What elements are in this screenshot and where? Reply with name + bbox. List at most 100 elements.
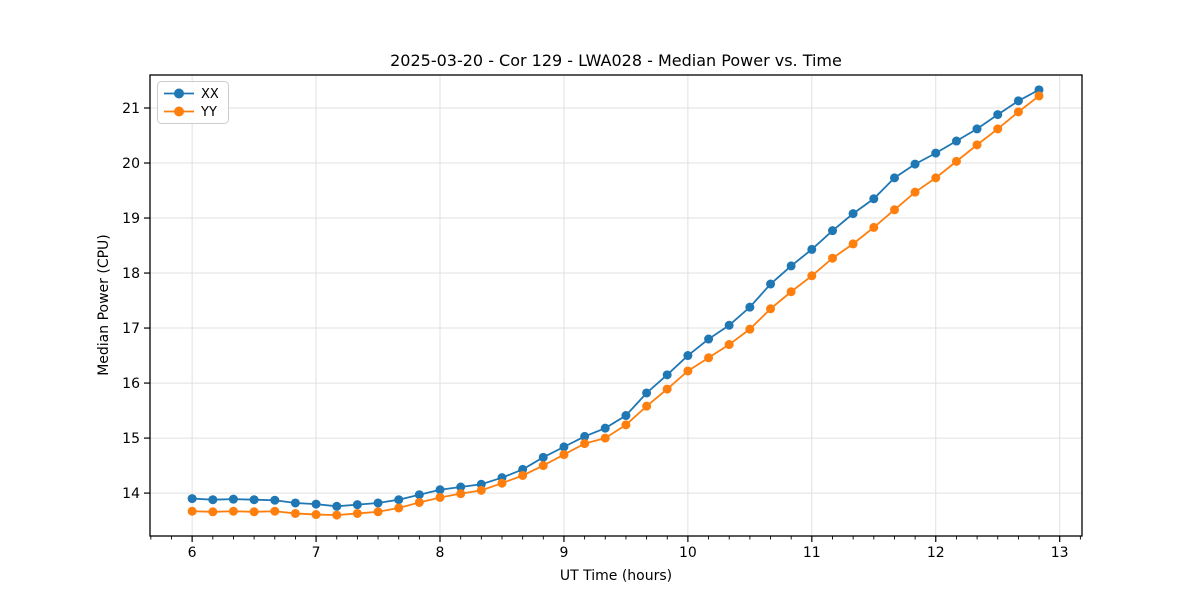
y-tick-label: 20 (122, 156, 140, 172)
series-marker-xx (270, 495, 280, 505)
series-marker-yy (745, 324, 755, 334)
series-marker-xx (559, 442, 569, 452)
series-marker-xx (208, 495, 218, 505)
series-marker-xx (931, 148, 941, 158)
series-marker-yy (848, 239, 858, 249)
series-marker-xx (745, 302, 755, 312)
series-marker-yy (290, 508, 300, 518)
chart-title: 2025-03-20 - Cor 129 - LWA028 - Median P… (390, 51, 842, 70)
y-tick-label: 15 (122, 431, 140, 447)
series-marker-yy (1013, 107, 1023, 117)
series-marker-yy (889, 205, 899, 215)
series-marker-xx (352, 500, 362, 510)
legend-item-xx: XX (164, 87, 219, 102)
series-marker-yy (311, 510, 321, 520)
grid-layer (150, 75, 1082, 536)
series-marker-xx (394, 495, 404, 505)
series-marker-yy (828, 253, 838, 263)
x-tick-label: 7 (312, 545, 321, 561)
y-tick-label: 21 (122, 101, 140, 117)
series-marker-yy (910, 187, 920, 197)
series-marker-yy (270, 506, 280, 516)
series-marker-yy (332, 510, 342, 520)
series-line-xx (192, 89, 1040, 508)
axes-spines (149, 74, 1083, 537)
series-marker-yy (249, 507, 259, 517)
series-marker-yy (559, 450, 569, 460)
series-marker-yy (600, 433, 610, 443)
series-marker-xx (910, 159, 920, 169)
series-marker-xx (332, 501, 342, 511)
series-marker-xx (766, 279, 776, 289)
series-marker-xx (889, 173, 899, 183)
series-marker-xx (187, 494, 197, 504)
series-marker-xx (848, 209, 858, 219)
series-line-yy (192, 95, 1040, 516)
series-marker-xx (228, 494, 238, 504)
series-marker-xx (290, 498, 300, 508)
series-marker-yy (538, 461, 548, 471)
series-marker-yy (724, 340, 734, 350)
series-marker-xx (1013, 96, 1023, 106)
series-marker-xx (951, 136, 961, 146)
series-marker-yy (518, 470, 528, 480)
series-marker-yy (373, 507, 383, 517)
y-axis-label: Median Power (CPU) (96, 234, 112, 376)
x-tick-label: 6 (188, 545, 197, 561)
series-marker-xx (580, 431, 590, 441)
series-marker-yy (993, 124, 1003, 134)
y-tick-label: 16 (122, 376, 140, 392)
series-marker-yy (414, 497, 424, 507)
series-marker-yy (786, 287, 796, 297)
series-marker-xx (435, 485, 445, 495)
series-marker-yy (807, 271, 817, 281)
series-marker-yy (435, 492, 445, 502)
series-marker-xx (972, 124, 982, 134)
series-marker-yy (704, 353, 714, 363)
series-marker-yy (621, 420, 631, 430)
series-marker-yy (931, 173, 941, 183)
series-marker-yy (683, 366, 693, 376)
series-layer (187, 85, 1044, 520)
series-marker-xx (249, 495, 259, 505)
x-tick-label: 12 (927, 545, 945, 561)
series-marker-xx (311, 499, 321, 509)
yy-series-marker-icon (174, 106, 184, 117)
series-marker-yy (1034, 91, 1044, 101)
x-tick-label: 11 (803, 545, 821, 561)
tick-layer: 6 7 8 9 10 11 12 13 14 15 16 17 18 19 20 21 (122, 101, 1081, 561)
series-marker-xx (414, 490, 424, 500)
series-marker-xx (373, 498, 383, 508)
series-marker-xx (683, 351, 693, 361)
series-marker-xx (807, 244, 817, 254)
series-marker-xx (704, 334, 714, 344)
series-marker-yy (580, 439, 590, 449)
series-marker-xx (786, 261, 796, 271)
series-marker-xx (642, 388, 652, 398)
series-marker-xx (456, 482, 466, 492)
y-tick-label: 18 (122, 266, 140, 282)
x-tick-label: 10 (679, 545, 697, 561)
series-marker-yy (476, 485, 486, 495)
series-marker-yy (662, 384, 672, 394)
series-marker-xx (828, 226, 838, 236)
x-tick-label: 8 (436, 545, 445, 561)
series-marker-xx (662, 370, 672, 380)
xx-series-marker-icon (174, 88, 184, 99)
series-marker-yy (497, 478, 507, 488)
y-tick-label: 14 (122, 486, 140, 502)
legend-item-yy: YY (164, 105, 217, 120)
series-marker-yy (972, 140, 982, 150)
series-marker-xx (621, 411, 631, 421)
legend-label-yy: YY (200, 105, 217, 120)
series-marker-yy (642, 401, 652, 411)
series-marker-xx (538, 452, 548, 462)
x-axis-label: UT Time (hours) (560, 568, 672, 584)
series-marker-xx (993, 110, 1003, 120)
series-marker-yy (951, 156, 961, 166)
y-tick-label: 17 (122, 321, 140, 337)
series-marker-yy (352, 508, 362, 518)
series-marker-yy (208, 507, 218, 517)
